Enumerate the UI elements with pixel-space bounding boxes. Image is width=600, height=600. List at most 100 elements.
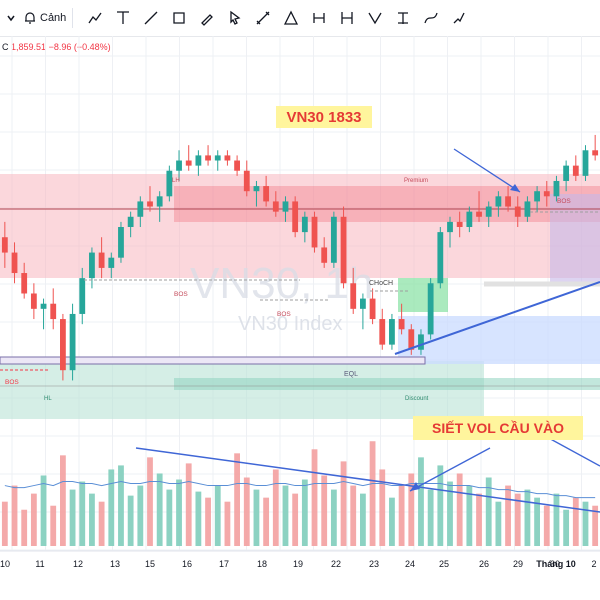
premium-label: Premium <box>404 178 428 184</box>
candle-body <box>379 319 386 345</box>
pointer-arrowhead <box>510 184 520 192</box>
volume-bar <box>495 501 502 546</box>
candle-body <box>176 160 182 171</box>
candle-body <box>263 186 270 202</box>
candle-body <box>437 232 444 284</box>
alert-label[interactable]: Cảnh <box>40 12 67 24</box>
candle-body <box>118 227 124 258</box>
time-tick: 30 <box>550 559 560 569</box>
candle-body <box>30 293 37 309</box>
text-icon[interactable] <box>391 4 415 32</box>
path-icon[interactable] <box>419 4 443 32</box>
candle-body <box>466 211 473 227</box>
alert-bell-icon[interactable] <box>22 4 38 32</box>
candle-body <box>1 237 8 253</box>
price-range-icon[interactable] <box>363 4 387 32</box>
horizontal-line-icon[interactable] <box>111 4 135 32</box>
time-tick: 11 <box>35 559 44 569</box>
candle-body <box>360 298 366 309</box>
triangle-icon[interactable] <box>279 4 303 32</box>
candle-body <box>301 216 308 233</box>
volume-bar <box>11 485 18 546</box>
vol-annotation-bg <box>413 416 583 440</box>
time-tick: 13 <box>110 559 120 569</box>
candle-body <box>350 283 357 309</box>
volume-bar <box>301 479 308 546</box>
volume-bar <box>60 455 66 546</box>
candle-body <box>408 329 415 350</box>
ray-icon[interactable] <box>139 4 163 32</box>
choch-label: CHoCH <box>369 280 393 287</box>
volume-bar <box>79 481 86 546</box>
volume-bar <box>263 497 270 546</box>
candle-body <box>166 170 173 197</box>
candle-body <box>40 303 47 309</box>
candle-body <box>60 319 66 371</box>
volume-bar <box>147 457 153 546</box>
volume-bar <box>437 465 444 546</box>
volume-bar <box>514 493 521 546</box>
volume-bar <box>389 497 395 546</box>
candle-body <box>79 278 86 314</box>
trend-line-icon[interactable] <box>83 4 107 32</box>
candle-body <box>592 150 599 156</box>
volume-bar <box>118 465 124 546</box>
volume-bar <box>582 501 589 546</box>
date-range-icon[interactable] <box>335 4 359 32</box>
pitchfork-icon[interactable] <box>447 4 471 32</box>
discount-band <box>174 378 600 390</box>
hl-label: HL <box>44 396 52 402</box>
candle-body <box>321 247 328 263</box>
volume-bar <box>253 489 260 546</box>
change-value: −8.96 (−0.48%) <box>48 42 111 52</box>
uptrend-line <box>394 281 600 355</box>
time-tick: 19 <box>293 559 303 569</box>
long-position-icon[interactable] <box>307 4 331 32</box>
candle-body <box>292 201 299 233</box>
volume-bar <box>234 453 240 546</box>
measure-icon[interactable] <box>251 4 275 32</box>
volume-bar <box>30 493 37 546</box>
time-tick: 15 <box>145 559 155 569</box>
volume-bar <box>456 473 463 546</box>
volume-bar <box>166 489 173 546</box>
chevron-icon[interactable] <box>4 4 18 32</box>
brush-icon[interactable] <box>195 4 219 32</box>
candle-body <box>369 298 376 320</box>
volume-bar <box>398 485 405 546</box>
candle-body <box>495 196 502 207</box>
eq-zone <box>550 194 600 282</box>
rectangle-icon[interactable] <box>167 4 191 32</box>
volume-bars <box>1 441 599 546</box>
volume-bar <box>224 501 231 546</box>
candle-body <box>195 155 202 166</box>
volume-bar <box>176 479 182 546</box>
candlesticks <box>1 134 599 381</box>
volume-bar <box>418 457 424 546</box>
candle-body <box>311 216 318 248</box>
volume-bar <box>553 493 560 546</box>
candle-body <box>205 155 211 161</box>
volume-ma-line <box>4 481 596 499</box>
vol-arrow <box>409 447 491 492</box>
volume-bar <box>476 493 482 546</box>
volume-bar <box>1 501 8 546</box>
vol-arrow-right <box>544 435 600 467</box>
volume-bar <box>466 485 473 546</box>
volume-bar <box>98 501 105 546</box>
volume-bar <box>369 441 376 546</box>
candle-body <box>485 206 492 217</box>
candle-body <box>340 216 347 284</box>
volume-bar <box>427 489 434 546</box>
candle-body <box>553 180 560 197</box>
volume-bar <box>311 449 318 546</box>
pointer-arrow <box>453 148 521 193</box>
user-drawings <box>0 148 600 513</box>
candle-body <box>330 216 337 263</box>
volume-bar <box>272 469 279 546</box>
time-tick: 10 <box>0 559 10 569</box>
volume-bar <box>321 475 328 546</box>
volume-bar <box>524 489 531 546</box>
arrow-cursor-icon[interactable] <box>223 4 247 32</box>
